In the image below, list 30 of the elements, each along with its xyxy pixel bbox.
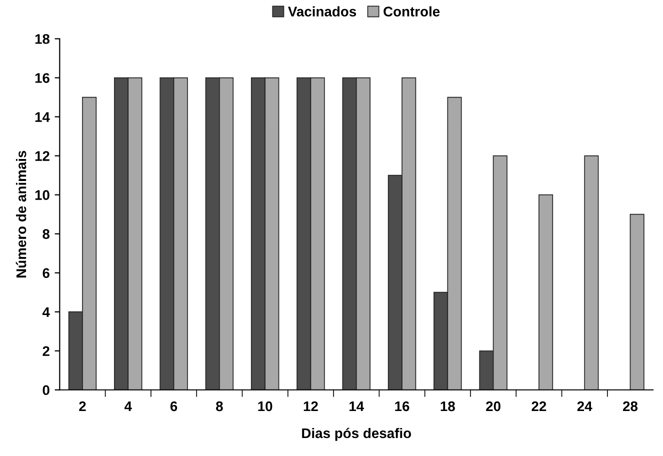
bar — [584, 155, 599, 390]
y-tick-label: 12 — [35, 151, 50, 161]
x-tick-label: 10 — [258, 401, 272, 412]
x-tick-label: 20 — [486, 401, 500, 412]
y-tick-label: 8 — [42, 229, 50, 239]
x-tick-label: 22 — [532, 401, 546, 412]
y-axis-title: Número de animais — [16, 150, 26, 278]
y-tick-label: 6 — [42, 268, 50, 278]
y-tick-label: 16 — [35, 73, 50, 83]
y-tick-label: 10 — [35, 190, 50, 200]
x-tick-label: 16 — [395, 401, 410, 412]
legend-label: Controle — [384, 6, 440, 16]
y-tick-label: 14 — [35, 112, 50, 122]
y-tick-label: 18 — [35, 34, 50, 44]
x-tick-label: 24 — [577, 401, 592, 412]
x-tick-label: 28 — [622, 401, 638, 412]
bar — [630, 214, 644, 390]
x-tick-label: 14 — [350, 402, 364, 412]
x-tick-label: 18 — [440, 401, 455, 412]
y-tick-label: 0 — [42, 385, 50, 396]
x-tick-label: 4 — [124, 402, 132, 412]
x-tick-label: 8 — [216, 401, 223, 412]
y-tick-label: 2 — [42, 346, 50, 356]
y-tick-label: 4 — [42, 307, 50, 317]
x-tick-label: 2 — [79, 401, 86, 412]
x-tick-label: 12 — [304, 401, 318, 412]
bar — [538, 194, 554, 390]
x-tick-label: 6 — [170, 401, 178, 412]
x-axis-title: Dias pós desafio — [302, 428, 412, 441]
legend-label: Vacinados — [288, 6, 356, 16]
